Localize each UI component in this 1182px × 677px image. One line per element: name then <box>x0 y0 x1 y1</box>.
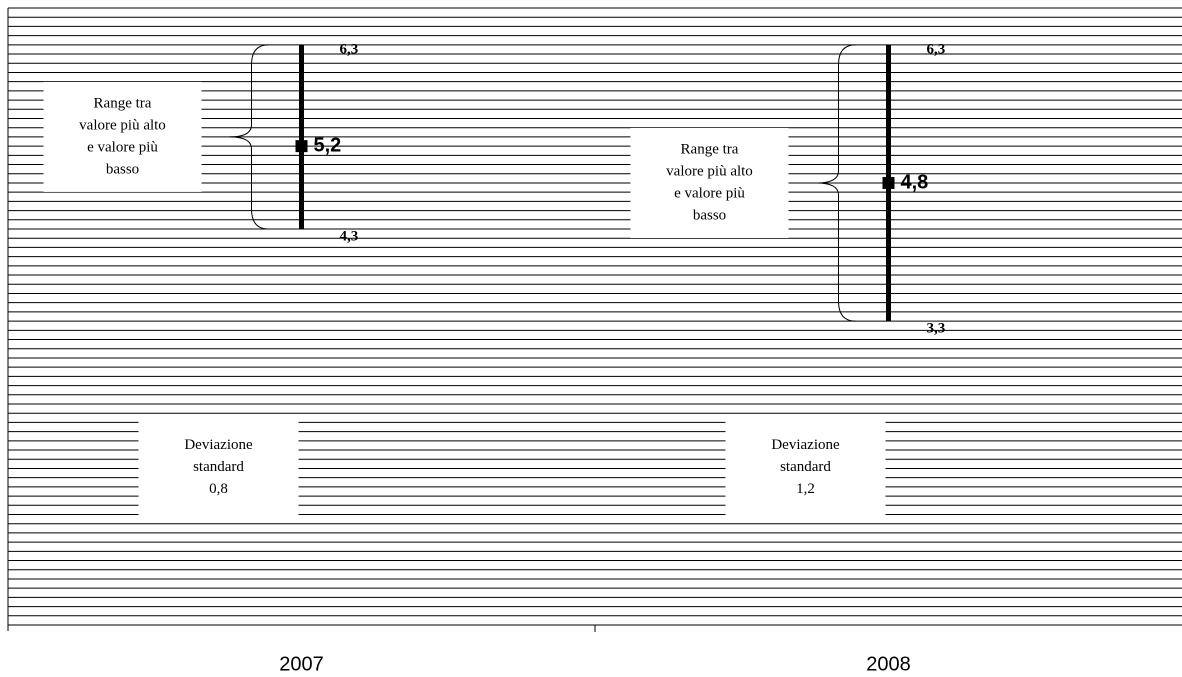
range-label-text: basso <box>106 161 139 177</box>
x-tick-label: 2007 <box>279 653 324 675</box>
range-label-text: valore più alto <box>79 117 166 133</box>
std-dev-text: Deviazione <box>771 437 840 453</box>
high-label: 6,3 <box>927 41 946 57</box>
std-dev-box <box>138 415 299 520</box>
std-dev-text: Deviazione <box>184 437 253 453</box>
mean-label: 5,2 <box>314 134 342 156</box>
mean-marker <box>882 176 895 189</box>
range-label-text: e valore più <box>674 185 745 201</box>
std-dev-text: standard <box>193 459 244 475</box>
mean-label: 4,8 <box>901 171 929 193</box>
mean-marker <box>295 140 308 153</box>
range-label-box <box>43 81 202 192</box>
range-label-text: Range tra <box>94 95 152 111</box>
range-label-text: basso <box>693 207 726 223</box>
low-label: 4,3 <box>340 228 359 244</box>
brace <box>229 44 269 230</box>
std-dev-text: 1,2 <box>796 481 815 497</box>
std-dev-box <box>725 415 886 520</box>
low-label: 3,3 <box>927 321 946 337</box>
range-label-text: Range tra <box>681 141 739 157</box>
high-label: 6,3 <box>340 41 359 57</box>
range-label-box <box>630 127 789 238</box>
x-tick-label: 2008 <box>866 653 911 675</box>
range-label-text: e valore più <box>87 139 158 155</box>
std-dev-text: 0,8 <box>209 481 228 497</box>
brace <box>816 44 856 322</box>
std-dev-text: standard <box>780 459 831 475</box>
range-label-text: valore più alto <box>666 163 753 179</box>
